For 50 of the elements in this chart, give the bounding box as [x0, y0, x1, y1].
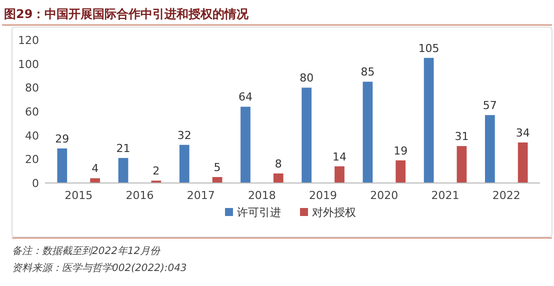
bar — [240, 106, 250, 183]
y-tick-label: 0 — [32, 177, 39, 190]
bar — [396, 160, 406, 183]
data-label: 57 — [482, 99, 497, 112]
bar — [485, 115, 495, 183]
x-tick-label: 2016 — [126, 189, 154, 202]
data-label: 34 — [516, 126, 530, 140]
bar — [302, 88, 312, 183]
x-tick-label: 2019 — [309, 189, 338, 202]
data-label: 5 — [214, 161, 221, 174]
y-tick-label: 120 — [18, 34, 39, 47]
data-label: 4 — [92, 162, 99, 176]
x-tick-label: 2020 — [370, 189, 398, 202]
bar — [90, 178, 100, 183]
bar — [456, 146, 467, 183]
data-label: 14 — [332, 150, 347, 164]
data-label: 64 — [238, 90, 252, 104]
legend-label: 对外授权 — [312, 206, 356, 219]
bar — [118, 158, 128, 183]
y-tick-label: 60 — [25, 106, 39, 118]
y-tick-label: 80 — [25, 82, 39, 95]
bar — [362, 82, 373, 183]
x-tick-label: 2022 — [492, 189, 520, 202]
bar — [273, 173, 284, 183]
bar — [518, 142, 528, 183]
x-tick-label: 2021 — [431, 189, 460, 202]
chart-title: 图29：中国开展国际合作中引进和授权的情况 — [4, 7, 250, 21]
data-label: 80 — [300, 72, 314, 85]
x-tick-label: 2018 — [248, 189, 276, 202]
legend-label: 许可引进 — [237, 206, 281, 219]
data-label: 31 — [454, 130, 469, 144]
bar — [334, 166, 344, 183]
data-label: 2 — [152, 164, 160, 178]
data-label: 8 — [274, 157, 282, 170]
x-tick-label: 2015 — [64, 189, 93, 202]
data-label: 32 — [177, 128, 192, 142]
bar — [424, 58, 434, 183]
data-label: 85 — [360, 66, 375, 79]
text: 备注：数据截至到2022年12月份 — [12, 245, 162, 257]
data-label: 29 — [55, 132, 70, 146]
y-tick-label: 20 — [25, 153, 39, 166]
bar — [179, 144, 190, 183]
bar — [57, 148, 68, 183]
data-label: 21 — [116, 142, 130, 155]
y-tick-label: 40 — [25, 129, 39, 142]
data-label: 105 — [418, 42, 440, 55]
text: 资料来源：医学与哲学002(2022):043 — [12, 262, 187, 274]
data-label: 19 — [394, 144, 408, 158]
y-tick-label: 100 — [18, 58, 39, 71]
x-tick-label: 2017 — [186, 189, 215, 202]
